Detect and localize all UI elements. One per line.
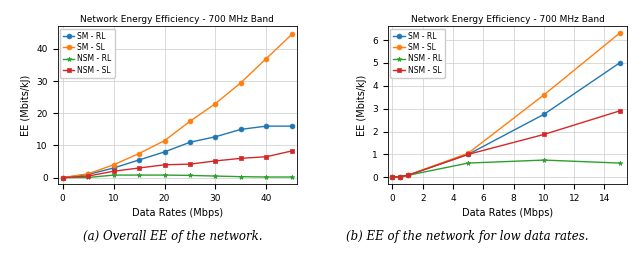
NSM - RL bbox=[288, 175, 296, 179]
NSM - SL bbox=[212, 159, 220, 163]
Line: SM - SL: SM - SL bbox=[60, 32, 294, 180]
Line: SM - RL: SM - RL bbox=[390, 60, 622, 180]
SM - RL bbox=[616, 61, 623, 64]
SM - RL bbox=[396, 175, 404, 178]
SM - SL bbox=[212, 102, 220, 105]
Line: SM - SL: SM - SL bbox=[390, 31, 622, 180]
NSM - RL bbox=[540, 159, 548, 162]
NSM - SL bbox=[262, 155, 270, 158]
Title: Network Energy Efficiency - 700 MHz Band: Network Energy Efficiency - 700 MHz Band bbox=[411, 15, 604, 24]
NSM - SL bbox=[186, 163, 194, 166]
Y-axis label: EE (Mbits/kJ): EE (Mbits/kJ) bbox=[21, 75, 31, 136]
SM - SL bbox=[388, 176, 396, 179]
Text: (a) Overall EE of the network.: (a) Overall EE of the network. bbox=[83, 230, 262, 243]
SM - SL bbox=[59, 176, 67, 179]
SM - SL bbox=[84, 172, 92, 175]
NSM - RL bbox=[616, 161, 623, 165]
SM - SL bbox=[237, 81, 244, 84]
NSM - RL bbox=[161, 174, 168, 177]
SM - RL bbox=[135, 158, 143, 161]
SM - RL bbox=[388, 176, 396, 179]
NSM - SL bbox=[237, 157, 244, 160]
SM - SL bbox=[396, 175, 404, 178]
NSM - RL bbox=[237, 175, 244, 178]
NSM - RL bbox=[110, 174, 118, 177]
NSM - SL bbox=[388, 176, 396, 179]
Line: SM - RL: SM - RL bbox=[60, 124, 294, 180]
NSM - SL bbox=[540, 133, 548, 136]
SM - RL bbox=[464, 153, 472, 156]
NSM - RL bbox=[59, 176, 67, 179]
Line: NSM - RL: NSM - RL bbox=[60, 173, 294, 180]
NSM - SL bbox=[288, 149, 296, 153]
Title: Network Energy Efficiency - 700 MHz Band: Network Energy Efficiency - 700 MHz Band bbox=[81, 15, 274, 24]
Text: (b) EE of the network for low data rates.: (b) EE of the network for low data rates… bbox=[346, 230, 588, 243]
NSM - SL bbox=[110, 170, 118, 173]
Legend: SM - RL, SM - SL, NSM - RL, NSM - SL: SM - RL, SM - SL, NSM - RL, NSM - SL bbox=[60, 29, 115, 78]
NSM - SL bbox=[135, 166, 143, 170]
NSM - RL bbox=[262, 175, 270, 179]
NSM - SL bbox=[464, 153, 472, 156]
SM - SL bbox=[135, 152, 143, 155]
X-axis label: Data Rates (Mbps): Data Rates (Mbps) bbox=[462, 208, 553, 218]
SM - SL bbox=[616, 32, 623, 35]
NSM - RL bbox=[186, 174, 194, 177]
NSM - SL bbox=[404, 174, 412, 177]
SM - SL bbox=[404, 174, 412, 177]
SM - SL bbox=[288, 33, 296, 36]
NSM - SL bbox=[161, 163, 168, 166]
SM - RL bbox=[237, 128, 244, 131]
SM - RL bbox=[84, 173, 92, 176]
SM - RL bbox=[161, 150, 168, 154]
SM - RL bbox=[262, 125, 270, 128]
Line: NSM - SL: NSM - SL bbox=[390, 108, 622, 180]
SM - RL bbox=[186, 141, 194, 144]
SM - SL bbox=[464, 152, 472, 155]
NSM - RL bbox=[396, 175, 404, 178]
SM - SL bbox=[262, 57, 270, 60]
Legend: SM - RL, SM - SL, NSM - RL, NSM - SL: SM - RL, SM - SL, NSM - RL, NSM - SL bbox=[390, 29, 445, 78]
Y-axis label: EE (Mbits/kJ): EE (Mbits/kJ) bbox=[357, 75, 367, 136]
NSM - SL bbox=[84, 174, 92, 178]
NSM - SL bbox=[396, 175, 404, 178]
SM - SL bbox=[540, 93, 548, 97]
SM - SL bbox=[110, 163, 118, 166]
NSM - RL bbox=[404, 174, 412, 177]
NSM - RL bbox=[135, 174, 143, 177]
X-axis label: Data Rates (Mbps): Data Rates (Mbps) bbox=[132, 208, 223, 218]
SM - SL bbox=[186, 120, 194, 123]
Line: NSM - RL: NSM - RL bbox=[390, 158, 622, 180]
NSM - SL bbox=[59, 176, 67, 179]
SM - RL bbox=[540, 113, 548, 116]
SM - RL bbox=[59, 176, 67, 179]
NSM - RL bbox=[464, 161, 472, 165]
NSM - RL bbox=[84, 176, 92, 179]
SM - RL bbox=[212, 135, 220, 138]
SM - RL bbox=[288, 125, 296, 128]
Line: NSM - SL: NSM - SL bbox=[60, 149, 294, 180]
NSM - SL bbox=[616, 109, 623, 113]
SM - RL bbox=[404, 174, 412, 177]
SM - SL bbox=[161, 139, 168, 142]
SM - RL bbox=[110, 166, 118, 170]
NSM - RL bbox=[388, 176, 396, 179]
NSM - RL bbox=[212, 174, 220, 178]
